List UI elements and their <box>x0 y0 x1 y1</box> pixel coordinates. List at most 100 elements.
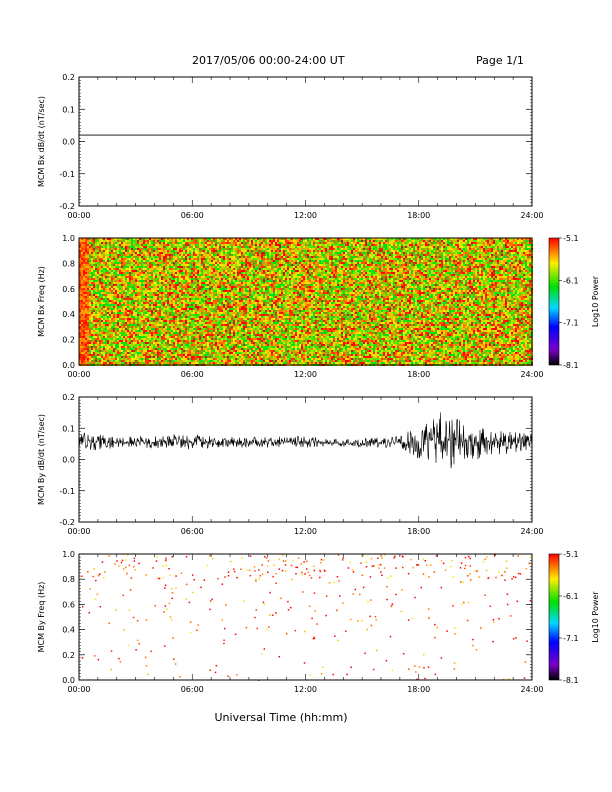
heatmap-cell <box>377 248 379 250</box>
heatmap-cell <box>263 276 265 278</box>
heatmap-cell <box>79 268 81 270</box>
heatmap-cell <box>231 246 233 248</box>
heatmap-cell <box>137 256 139 258</box>
heatmap-cell <box>127 262 129 264</box>
heatmap-cell <box>399 262 401 264</box>
heatmap-cell <box>477 258 479 260</box>
y-tick-label: 0.8 <box>62 259 75 268</box>
heatmap-cell <box>161 252 163 254</box>
heatmap-cell <box>331 238 333 240</box>
heatmap-cell <box>113 262 115 264</box>
heatmap-cell <box>269 264 271 266</box>
heatmap-cell <box>93 252 95 254</box>
heatmap-cell <box>399 250 401 252</box>
heatmap-cell <box>357 268 359 270</box>
heatmap-cell <box>213 272 215 274</box>
heatmap-cell <box>527 244 529 246</box>
heatmap-cell <box>489 272 491 274</box>
heatmap-cell <box>185 276 187 278</box>
heatmap-cell <box>171 256 173 258</box>
heatmap-cell <box>233 264 235 266</box>
heatmap-cell <box>443 246 445 248</box>
heatmap-cell <box>483 254 485 256</box>
heatmap-cell <box>91 252 93 254</box>
heatmap-cell <box>183 262 185 264</box>
heatmap-cell <box>435 242 437 244</box>
heatmap-cell <box>375 250 377 252</box>
heatmap-cell <box>505 268 507 270</box>
heatmap-cell <box>345 256 347 258</box>
heatmap-cell <box>379 242 381 244</box>
heatmap-cell <box>519 258 521 260</box>
heatmap-cell <box>99 268 101 270</box>
heatmap-cell <box>127 274 129 276</box>
heatmap-cell <box>97 240 99 242</box>
heatmap-cell <box>395 258 397 260</box>
heatmap-cell <box>79 278 81 280</box>
heatmap-cell <box>359 276 361 278</box>
heatmap-cell <box>297 244 299 246</box>
heatmap-cell <box>479 264 481 266</box>
heatmap-cell <box>133 260 135 262</box>
heatmap-cell <box>281 270 283 272</box>
heatmap-cell <box>113 238 115 240</box>
heatmap-cell <box>175 268 177 270</box>
heatmap-cell <box>301 238 303 240</box>
heatmap-cell <box>427 262 429 264</box>
heatmap-cell <box>145 276 147 278</box>
heatmap-cell <box>329 254 331 256</box>
heatmap-cell <box>315 240 317 242</box>
heatmap-cell <box>201 274 203 276</box>
y-tick-label: 0.4 <box>62 310 75 319</box>
heatmap-cell <box>217 258 219 260</box>
heatmap-cell <box>245 266 247 268</box>
heatmap-cell <box>203 256 205 258</box>
heatmap-cell <box>359 248 361 250</box>
heatmap-cell <box>493 264 495 266</box>
heatmap-cell <box>243 260 245 262</box>
heatmap-cell <box>143 266 145 268</box>
heatmap-cell <box>237 258 239 260</box>
heatmap-cell <box>169 260 171 262</box>
heatmap-cell <box>123 250 125 252</box>
heatmap-cell <box>507 270 509 272</box>
heatmap-cell <box>323 248 325 250</box>
heatmap-cell <box>253 262 255 264</box>
heatmap-cell <box>387 238 389 240</box>
heatmap-cell <box>391 250 393 252</box>
heatmap-cell <box>509 242 511 244</box>
heatmap-cell <box>355 248 357 250</box>
heatmap-cell <box>197 244 199 246</box>
heatmap-cell <box>327 248 329 250</box>
heatmap-cell <box>449 264 451 266</box>
heatmap-cell <box>175 254 177 256</box>
heatmap-cell <box>213 274 215 276</box>
heatmap-cell <box>403 240 405 242</box>
heatmap-cell <box>95 248 97 250</box>
heatmap-cell <box>509 262 511 264</box>
heatmap-cell <box>123 254 125 256</box>
heatmap-cell <box>509 252 511 254</box>
heatmap-cell <box>159 246 161 248</box>
heatmap-cell <box>143 260 145 262</box>
heatmap-cell <box>313 248 315 250</box>
heatmap-cell <box>443 260 445 262</box>
heatmap-cell <box>81 240 83 242</box>
heatmap-cell <box>495 250 497 252</box>
heatmap-cell <box>119 268 121 270</box>
heatmap-cell <box>183 272 185 274</box>
heatmap-cell <box>403 264 405 266</box>
heatmap-cell <box>391 246 393 248</box>
heatmap-cell <box>499 246 501 248</box>
heatmap-cell <box>443 244 445 246</box>
heatmap-cell <box>425 240 427 242</box>
heatmap-cell <box>347 250 349 252</box>
heatmap-cell <box>309 268 311 270</box>
heatmap-cell <box>487 240 489 242</box>
heatmap-cell <box>125 238 127 240</box>
heatmap-cell <box>439 258 441 260</box>
heatmap-cell <box>429 260 431 262</box>
heatmap-cell <box>153 278 155 280</box>
heatmap-cell <box>325 264 327 266</box>
heatmap-cell <box>101 262 103 264</box>
